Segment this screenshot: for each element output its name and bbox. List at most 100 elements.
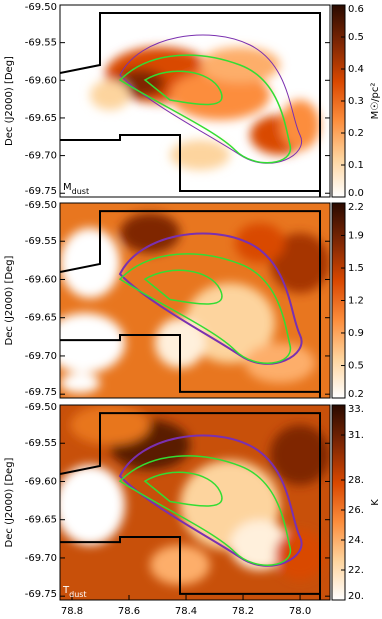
colorbar-tick-label: 24.	[348, 535, 364, 546]
map-texture	[90, 47, 320, 170]
plot-frame	[59, 404, 331, 601]
panel-label-part: T	[62, 585, 70, 596]
panel-label-part: Σ	[87, 345, 93, 356]
co-contour	[143, 471, 223, 507]
y-tick-label: -69.70	[25, 553, 57, 564]
map-blob	[90, 80, 130, 110]
x-tick-label: 78.4	[175, 606, 197, 617]
plot-frame	[59, 4, 331, 198]
colorbar-tick-label: 0.3	[348, 96, 364, 107]
panel-label-part: Σ	[63, 345, 69, 356]
plot-frame	[59, 202, 331, 399]
colorbar-tick-label: 28.	[348, 475, 364, 486]
colorbar-tick-label: 1.9	[348, 230, 364, 241]
panel-label-part: obs	[94, 342, 108, 351]
map-image	[60, 405, 330, 600]
map-blob	[170, 140, 230, 170]
y-axis-label: Dec (J2000) [Deg]	[4, 255, 15, 345]
map-blob	[185, 283, 275, 363]
x-tick-label: 78.0	[289, 606, 311, 617]
map-image	[60, 203, 330, 398]
panel-label: Tdust	[62, 585, 87, 599]
colorbar-label: K	[370, 499, 381, 506]
co-contour	[118, 455, 291, 566]
panel: -69.50 -69.55 -69.60 -69.65 -69.70 -69.75 Dec …	[4, 402, 381, 617]
y-tick-label: -69.70	[25, 351, 57, 362]
coverage-boundary	[60, 412, 321, 600]
panel-label-part: gas	[67, 350, 81, 359]
y-tick-label: -69.50	[25, 2, 57, 13]
x-tick-label: 78.2	[232, 606, 254, 617]
colorbar-label: M☉/pc²	[370, 83, 381, 120]
map-blob	[60, 373, 100, 393]
map-blob	[60, 465, 125, 545]
gas-contour	[119, 34, 303, 164]
colorbar-tick-label: 0.5	[348, 361, 364, 372]
x-tick-label: 78.8	[61, 606, 83, 617]
y-tick-label: -69.70	[25, 151, 57, 162]
map-blob	[60, 313, 125, 373]
panel: -69.50 -69.55 -69.60 -69.65 -69.70 -69.75 Dec …	[4, 200, 364, 400]
colorbar-tick-label: 0.6	[348, 4, 364, 15]
map-blob	[230, 520, 290, 570]
gas-contour	[118, 434, 303, 567]
coverage-boundary	[60, 210, 321, 398]
panel-label: Mdust	[63, 182, 89, 196]
map-blob	[120, 213, 180, 253]
coverage-boundary	[60, 12, 321, 197]
map-blob	[235, 223, 285, 263]
y-tick-label: -69.55	[25, 38, 57, 49]
colorbar-tick-label: 22.	[348, 565, 364, 576]
coverage-boundary	[60, 134, 320, 192]
map-blob	[270, 425, 330, 485]
colorbar-tick-label: 1.5	[348, 263, 364, 274]
y-tick-label: -69.60	[25, 75, 57, 86]
colorbar-tick-label: 0.0	[348, 188, 364, 199]
colorbar-tick-label: 33.	[348, 404, 364, 415]
co-contour	[143, 70, 223, 106]
y-tick-label: -69.60	[25, 476, 57, 487]
map-image	[60, 5, 330, 197]
colorbar-tick-label: 1.2	[348, 296, 364, 307]
panel: -69.50 -69.55 -69.60 -69.65 -69.70 -69.75 Dec …	[4, 2, 381, 199]
y-tick-label: -69.65	[25, 313, 57, 324]
y-tick-label: -69.55	[25, 236, 57, 247]
colorbar-tick-label: 0.2	[348, 128, 364, 139]
y-tick-label: -69.55	[25, 438, 57, 449]
co-contour	[143, 269, 223, 305]
y-tick-label: -69.50	[25, 200, 57, 211]
map-texture	[60, 213, 330, 393]
y-tick-label: -69.65	[25, 113, 57, 124]
panel-label-part: M	[63, 182, 72, 193]
map-blob	[280, 100, 320, 150]
coverage-boundary	[60, 334, 320, 393]
map-blob	[275, 530, 325, 580]
panel-label-part: dust	[69, 590, 86, 599]
colorbar-tick-label: 0.9	[348, 328, 364, 339]
colorbar-tick-label: 0.5	[348, 32, 364, 43]
panel-label-part: dust	[69, 342, 86, 351]
x-tick-label: 78.6	[118, 606, 140, 617]
y-tick-label: -69.75	[25, 589, 57, 600]
y-axis-label: Dec (J2000) [Deg]	[4, 457, 15, 547]
colorbar-tick-label: 0.2	[348, 389, 364, 400]
panel-label: Σdust gas/Σobs gas	[63, 342, 108, 359]
colorbar-tick-label: 0.4	[348, 64, 364, 75]
colorbar-tick-label: 0.1	[348, 160, 364, 171]
colorbar-tick-label: 31.	[348, 430, 364, 441]
co-contour	[118, 54, 291, 164]
colorbar	[331, 404, 346, 601]
map-blob	[270, 233, 330, 293]
map-blob	[70, 405, 150, 445]
y-tick-label: -69.50	[25, 402, 57, 413]
colorbar-tick-label: 2.2	[348, 202, 364, 213]
y-axis-label: Dec (J2000) [Deg]	[4, 56, 15, 146]
panel-label-part: dust	[72, 187, 89, 196]
y-tick-label: -69.65	[25, 515, 57, 526]
y-tick-label: -69.60	[25, 274, 57, 285]
panel-label-part: gas	[93, 350, 107, 359]
map-texture	[60, 405, 330, 585]
colorbar-tick-label: 26.	[348, 505, 364, 516]
coverage-boundary	[60, 536, 320, 595]
